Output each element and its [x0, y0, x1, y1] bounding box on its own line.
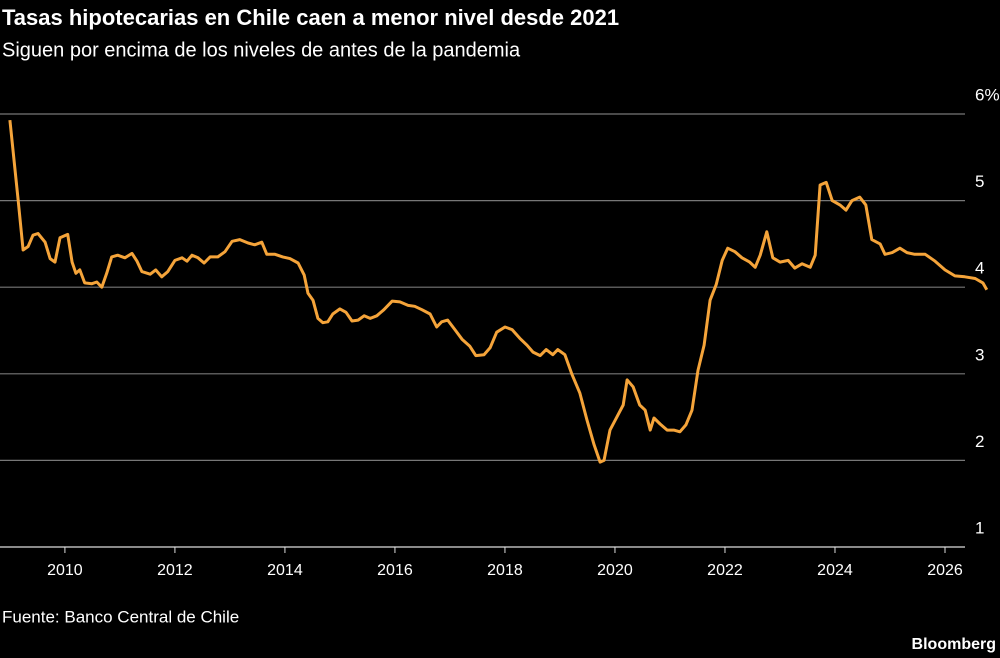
- y-tick-label: 3: [975, 345, 984, 364]
- x-tick-label: 2024: [817, 562, 853, 579]
- brand: Bloomberg: [912, 636, 996, 653]
- chart-subtitle: Siguen por encima de los niveles de ante…: [2, 39, 521, 61]
- line: [8, 119, 989, 464]
- x-tick-label: 2010: [47, 562, 83, 579]
- y-tick-label: 5: [975, 172, 984, 191]
- y-tick-label: 4: [975, 259, 984, 278]
- y-tick-label: 1: [975, 518, 984, 537]
- chart-title: Tasas hipotecarias en Chile caen a menor…: [2, 5, 619, 30]
- x-tick-label: 2026: [927, 562, 963, 579]
- x-tick-label: 2014: [267, 562, 303, 579]
- x-tick-label: 2012: [157, 562, 193, 579]
- y-tick-label: 2: [975, 432, 984, 451]
- x-tick-label: 2018: [487, 562, 523, 579]
- x-tick-label: 2020: [597, 562, 633, 579]
- x-tick-label: 2022: [707, 562, 743, 579]
- y-tick-label: 6%: [975, 85, 1000, 104]
- x-tick-label: 2016: [377, 562, 413, 579]
- source: Fuente: Banco Central de Chile: [2, 607, 239, 626]
